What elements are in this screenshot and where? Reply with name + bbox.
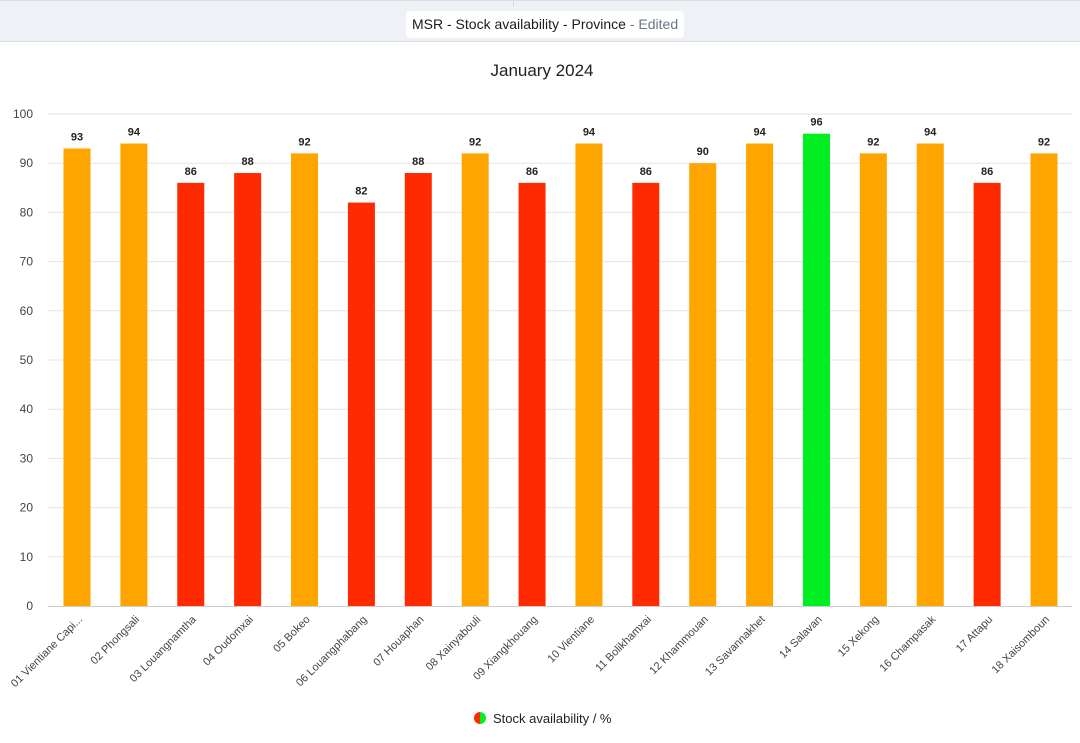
x-tick-label: 15 Xekong bbox=[836, 614, 882, 660]
chart-title: January 2024 bbox=[490, 61, 593, 80]
data-labels: 93 94 86 88 92 82 88 92 86 94 86 90 94 96 92 94 86 92 bbox=[71, 117, 1050, 198]
bar[interactable] bbox=[291, 153, 319, 607]
legend-label[interactable]: Stock availability / % bbox=[493, 711, 612, 726]
y-tick-label: 100 bbox=[13, 107, 33, 121]
x-tick-label: 12 Khammouan bbox=[647, 614, 710, 677]
y-tick-label: 90 bbox=[20, 156, 34, 170]
x-tick-label: 02 Phongsali bbox=[89, 614, 142, 667]
bar[interactable] bbox=[802, 133, 830, 606]
data-label: 92 bbox=[298, 136, 310, 148]
x-tick-label: 11 Bolikhamxai bbox=[593, 614, 654, 675]
data-label: 90 bbox=[697, 146, 709, 158]
x-tick-label: 08 Xainyabouli bbox=[424, 614, 484, 674]
y-tick-label: 0 bbox=[26, 599, 33, 613]
bar[interactable] bbox=[518, 182, 546, 606]
x-tick-label: 18 Xaisomboun bbox=[990, 614, 1053, 677]
data-label: 94 bbox=[924, 127, 937, 139]
data-label: 92 bbox=[867, 136, 879, 148]
x-tick-label: 07 Houaphan bbox=[371, 614, 426, 669]
data-label: 94 bbox=[128, 127, 141, 139]
x-tick-label: 04 Oudomxai bbox=[201, 614, 256, 669]
data-label: 86 bbox=[640, 166, 652, 178]
bar[interactable] bbox=[120, 143, 148, 606]
x-tick-label: 13 Savannakhet bbox=[703, 614, 768, 679]
legend[interactable]: Stock availability / % bbox=[474, 711, 612, 726]
bar[interactable] bbox=[689, 163, 717, 606]
data-label: 86 bbox=[526, 166, 538, 178]
x-tick-label: 05 Bokeo bbox=[271, 614, 312, 655]
x-tick-label: 17 Attapu bbox=[954, 614, 995, 655]
y-tick-label: 70 bbox=[20, 255, 34, 269]
x-tick-label: 10 Vientiane bbox=[545, 614, 597, 666]
y-tick-label: 40 bbox=[20, 402, 34, 416]
bar[interactable] bbox=[234, 173, 262, 607]
legend-swatch-red bbox=[474, 712, 480, 724]
bar[interactable] bbox=[916, 143, 944, 606]
bar[interactable] bbox=[746, 143, 774, 606]
data-label: 96 bbox=[810, 117, 822, 129]
bar[interactable] bbox=[347, 202, 375, 606]
data-label: 82 bbox=[355, 186, 367, 198]
bar[interactable] bbox=[632, 182, 660, 606]
x-tick-label: 16 Champasak bbox=[878, 613, 939, 674]
x-tick-label: 01 Vientiane Capi... bbox=[9, 614, 85, 690]
visualization-title[interactable]: MSR - Stock availability - Province - Ed… bbox=[406, 11, 685, 38]
y-tick-label: 20 bbox=[20, 501, 34, 515]
data-label: 92 bbox=[1038, 136, 1050, 148]
y-tick-label: 60 bbox=[20, 304, 34, 318]
bar-chart: January 2024 0 10 20 30 40 50 60 70 80 90 100 93 94… bbox=[9, 61, 1072, 726]
y-tick-label: 80 bbox=[20, 205, 34, 219]
y-axis: 0 10 20 30 40 50 60 70 80 90 100 bbox=[13, 107, 33, 613]
x-tick-label: 09 Xiangkhouang bbox=[471, 614, 540, 683]
data-label: 88 bbox=[412, 156, 424, 168]
bar[interactable] bbox=[404, 173, 432, 607]
bar[interactable] bbox=[461, 153, 489, 607]
data-label: 86 bbox=[185, 166, 197, 178]
bar[interactable] bbox=[859, 153, 887, 607]
bar[interactable] bbox=[1030, 153, 1058, 607]
data-label: 94 bbox=[753, 127, 766, 139]
legend-swatch-green bbox=[480, 712, 486, 724]
edited-label: Edited bbox=[638, 16, 679, 32]
y-tick-label: 50 bbox=[20, 353, 34, 367]
data-label: 94 bbox=[583, 127, 596, 139]
data-label: 93 bbox=[71, 131, 83, 143]
y-tick-label: 10 bbox=[20, 550, 34, 564]
bar[interactable] bbox=[973, 182, 1001, 606]
bar[interactable] bbox=[575, 143, 603, 606]
y-tick-label: 30 bbox=[20, 451, 34, 465]
data-label: 88 bbox=[242, 156, 254, 168]
data-label: 92 bbox=[469, 136, 481, 148]
data-label: 86 bbox=[981, 166, 993, 178]
title-separator: - bbox=[625, 16, 639, 32]
visualization-title-text: MSR - Stock availability - Province bbox=[412, 16, 626, 32]
header-divider bbox=[513, 1, 514, 6]
header-bar: MSR - Stock availability - Province - Ed… bbox=[0, 0, 1080, 42]
x-tick-label: 14 Salavan bbox=[777, 614, 824, 661]
bar[interactable] bbox=[177, 182, 205, 606]
grid bbox=[48, 113, 1072, 607]
chart-area: January 2024 0 10 20 30 40 50 60 70 80 90 100 93 94… bbox=[0, 42, 1080, 738]
bar[interactable] bbox=[63, 148, 91, 606]
bars bbox=[63, 133, 1058, 607]
